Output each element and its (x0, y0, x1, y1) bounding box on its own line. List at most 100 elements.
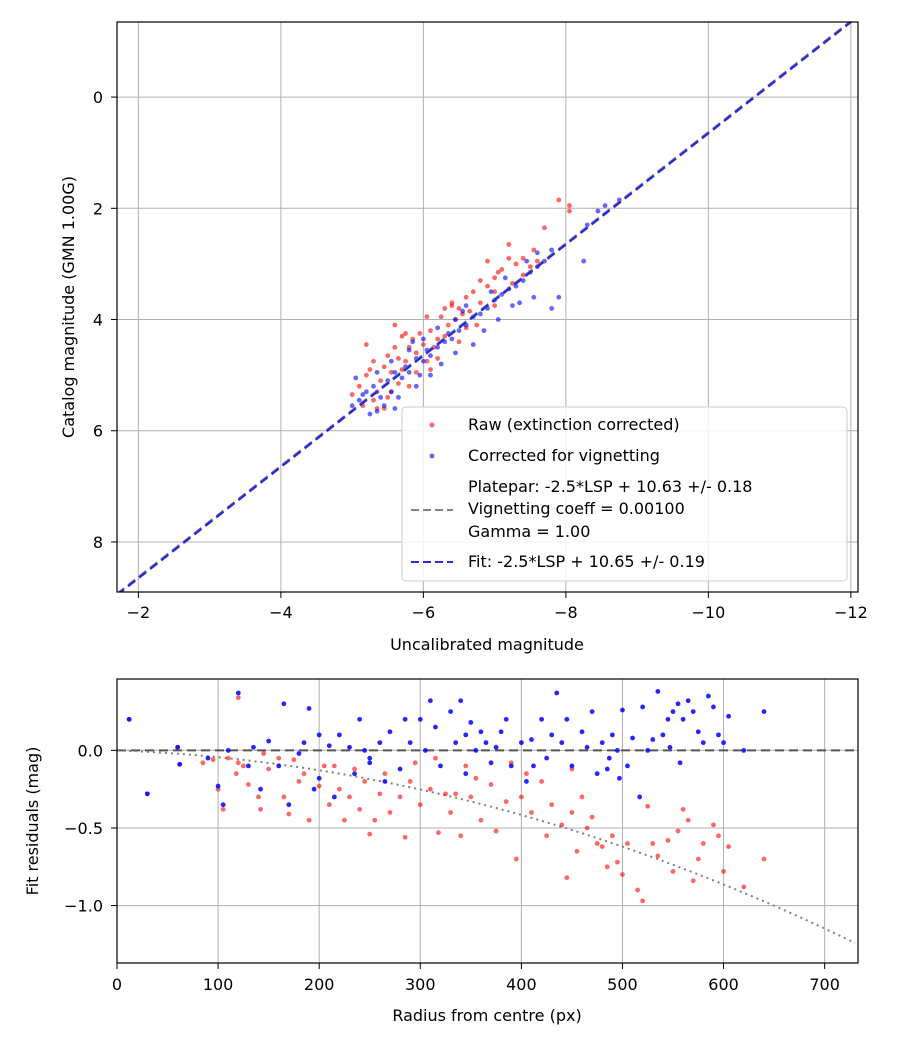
raw-point (531, 247, 537, 253)
raw-residual-point (594, 841, 600, 846)
raw-point (388, 369, 394, 375)
raw-point (527, 264, 533, 270)
corrected-residual-point (488, 760, 494, 766)
raw-residual-point (716, 833, 721, 839)
raw-point (403, 358, 408, 364)
raw-residual-point (316, 783, 322, 789)
corrected-point (531, 294, 537, 300)
raw-residual-point (529, 810, 534, 815)
raw-point (363, 342, 369, 347)
raw-point (381, 364, 387, 370)
raw-residual-point (559, 822, 565, 828)
raw-residual-point (291, 757, 297, 763)
corrected-residual-point (463, 771, 469, 777)
corrected-point (392, 369, 398, 375)
raw-residual-point (488, 782, 494, 787)
raw-residual-point (281, 794, 287, 800)
corrected-residual-point (177, 761, 183, 767)
corrected-point (420, 358, 426, 364)
corrected-residual-point (620, 707, 625, 713)
corrected-residual-point (549, 732, 555, 738)
corrected-residual-point (473, 747, 479, 753)
corrected-point (388, 389, 394, 395)
top-xtick-label: −4 (269, 603, 293, 622)
bottom-ytick-label: 0.0 (78, 741, 103, 760)
corrected-residual-point (417, 716, 423, 722)
corrected-residual-point (630, 735, 635, 741)
corrected-point (428, 372, 433, 378)
fit-line (118, 22, 853, 592)
corrected-point (510, 303, 515, 309)
raw-residual-point (579, 794, 585, 800)
raw-residual-point (246, 782, 251, 787)
corrected-residual-point (357, 716, 363, 722)
raw-point (424, 314, 430, 320)
raw-residual-point (726, 844, 732, 850)
raw-residual-point (402, 834, 408, 840)
corrected-point (371, 383, 376, 389)
corrected-residual-point (503, 716, 509, 722)
raw-residual-point (266, 766, 272, 772)
corrected-residual-point (448, 709, 454, 714)
top-xtick-label: −10 (691, 603, 725, 622)
corrected-residual-point (609, 732, 615, 738)
raw-point (435, 336, 441, 342)
raw-residual-point (256, 794, 261, 800)
corrected-point (428, 353, 433, 359)
corrected-residual-point (741, 747, 747, 753)
corrected-residual-point (594, 771, 600, 777)
bottom-xtick-label: 600 (708, 975, 739, 994)
raw-point (406, 383, 412, 389)
raw-residual-point (518, 794, 524, 800)
bottom-xtick-label: 500 (607, 975, 638, 994)
raw-residual-point (296, 779, 302, 784)
raw-point (467, 308, 473, 314)
raw-point (513, 261, 519, 267)
corrected-residual-point (427, 698, 433, 704)
raw-point (392, 322, 398, 328)
corrected-residual-point (367, 755, 373, 761)
top-ytick-label: 6 (93, 422, 103, 441)
raw-residual-point (615, 859, 620, 865)
raw-residual-point (407, 779, 413, 784)
bottom-xtick-label: 400 (506, 975, 537, 994)
corrected-residual-point (637, 794, 643, 800)
corrected-residual-point (144, 791, 150, 797)
legend-raw-label: Raw (extinction corrected) (468, 415, 680, 434)
corrected-residual-point (700, 740, 706, 746)
raw-residual-point (564, 875, 570, 881)
corrected-residual-point (205, 755, 211, 761)
corrected-residual-point (677, 760, 683, 766)
raw-residual-point (685, 817, 691, 823)
raw-point (456, 305, 462, 311)
raw-point (463, 294, 469, 300)
raw-residual-point (599, 844, 605, 850)
raw-point (399, 367, 405, 372)
corrected-residual-point (498, 729, 504, 735)
bottom-xtick-label: 700 (809, 975, 840, 994)
raw-point (520, 272, 526, 278)
raw-residual-point (478, 817, 484, 823)
raw-residual-point (539, 779, 544, 784)
raw-point (371, 397, 376, 403)
raw-point (424, 358, 430, 364)
corrected-point (388, 358, 394, 364)
raw-residual-point (331, 763, 337, 769)
corrected-point (420, 336, 426, 342)
corrected-point (349, 403, 355, 409)
top-axes-frame (116, 21, 859, 593)
raw-residual-point (569, 810, 575, 815)
corrected-residual-point (311, 786, 317, 792)
legend-box (401, 406, 848, 582)
corrected-residual-point (478, 729, 484, 735)
raw-residual-point (665, 837, 671, 843)
corrected-residual-point (721, 740, 726, 746)
raw-residual-point (721, 869, 726, 874)
raw-residual-point (362, 779, 368, 784)
raw-point (492, 275, 498, 281)
raw-residual-point (382, 771, 388, 777)
raw-residual-point (387, 810, 393, 815)
raw-point (442, 333, 448, 339)
raw-residual-point (604, 864, 610, 870)
top-ytick-label: 8 (93, 533, 103, 552)
